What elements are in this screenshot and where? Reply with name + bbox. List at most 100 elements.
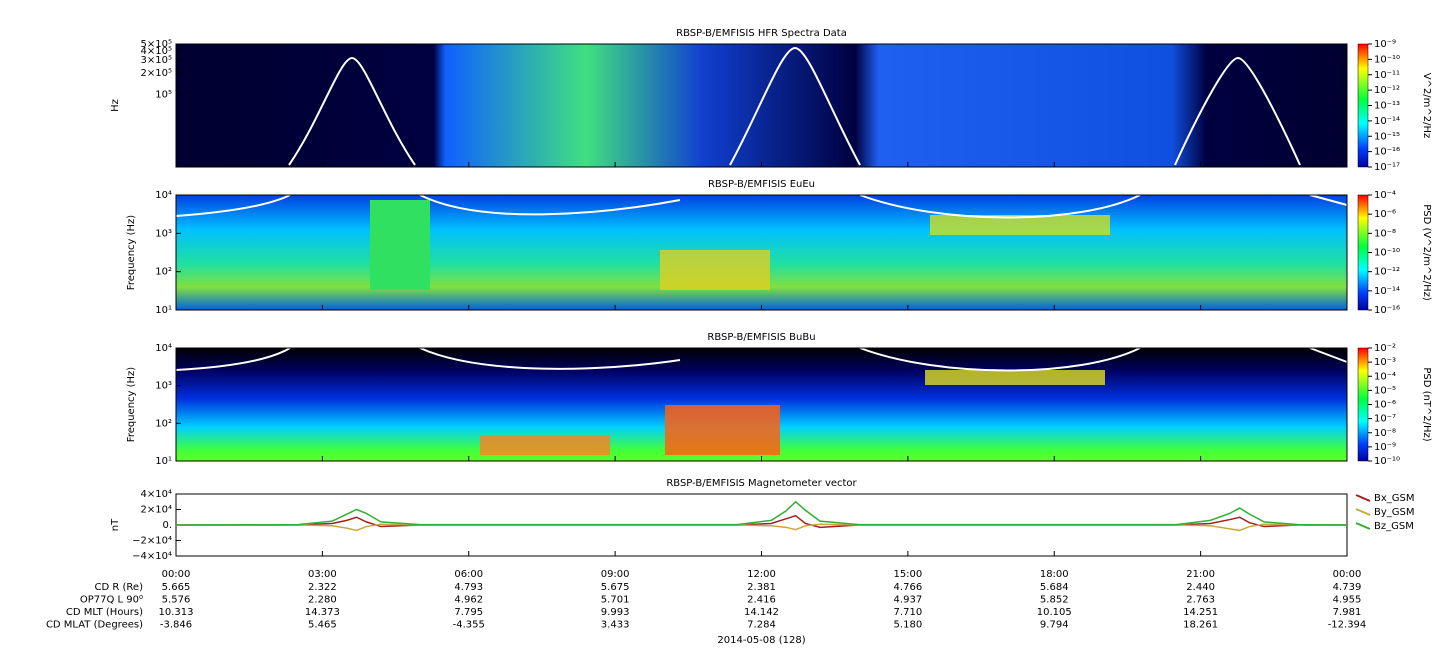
y-axis-label: nT: [110, 518, 121, 531]
colorbar: [1357, 43, 1369, 168]
colorbar-tick-label: 10⁻⁹: [1374, 39, 1396, 50]
panel-title: RBSP-B/EMFISIS Magnetometer vector: [666, 478, 857, 489]
legend-swatch: [1355, 508, 1371, 516]
y-tick-label: 3×10⁵: [141, 55, 172, 66]
ephemeris-value: 4.739: [1333, 582, 1362, 593]
ephemeris-value: 5.465: [308, 620, 337, 631]
ephemeris-value: 4.955: [1333, 595, 1362, 606]
ephemeris-value: 14.251: [1183, 607, 1218, 618]
ephemeris-value: 3.433: [601, 620, 630, 631]
y-tick-label: 4×10⁵: [141, 46, 172, 57]
ephemeris-value: 7.284: [747, 620, 776, 631]
colorbar-label: V^2/m^2/Hz: [1421, 73, 1432, 139]
ephemeris-value: 9.794: [1040, 620, 1069, 631]
panel-title: RBSP-B/EMFISIS HFR Spectra Data: [676, 28, 847, 39]
ephemeris-label: CD MLAT (Degrees): [46, 620, 143, 631]
ephemeris-value: -12.394: [1328, 620, 1367, 631]
y-tick-label: 10¹: [155, 305, 172, 316]
ephemeris-value: 2.280: [308, 595, 337, 606]
colorbar-tick-label: 10⁻¹⁴: [1374, 286, 1400, 297]
y-tick-label: 5×10⁵: [141, 39, 172, 50]
colorbar-tick-label: 10⁻⁴: [1374, 190, 1396, 201]
ephemeris-value: 7.795: [454, 607, 483, 618]
ephemeris-value: 2.381: [747, 582, 776, 593]
ephemeris-value: 5.576: [162, 595, 191, 606]
x-tick-label: 09:00: [601, 569, 630, 580]
colorbar-tick-label: 10⁻⁷: [1374, 414, 1396, 425]
panel-title: RBSP-B/EMFISIS BuBu: [707, 332, 815, 343]
legend-label: Bx_GSM: [1374, 493, 1415, 504]
series-line: [176, 514, 1347, 529]
ephemeris-value: 2.416: [747, 595, 776, 606]
colorbar-tick-label: 10⁻¹¹: [1374, 70, 1400, 81]
y-tick-label: 10⁵: [155, 90, 172, 101]
colorbar: [1357, 194, 1369, 311]
colorbar-tick-label: 10⁻⁵: [1374, 385, 1396, 396]
ephemeris-value: 2.763: [1186, 595, 1215, 606]
y-tick-label: 10³: [155, 228, 172, 239]
ephemeris-value: 5.684: [1040, 582, 1069, 593]
ephemeris-value: 4.793: [454, 582, 483, 593]
colorbar-tick-label: 10⁻¹⁴: [1374, 116, 1400, 127]
panel-title: RBSP-B/EMFISIS EuEu: [708, 179, 815, 190]
y-tick-label: 2×10⁵: [141, 68, 172, 79]
x-tick-label: 00:00: [162, 569, 191, 580]
ephemeris-value: 4.962: [454, 595, 483, 606]
x-tick-label: 21:00: [1186, 569, 1215, 580]
y-axis-label: Frequency (Hz): [126, 367, 137, 443]
series-line: [175, 500, 1348, 526]
colorbar-tick-label: 10⁻¹²: [1374, 85, 1400, 96]
colorbar-tick-label: 10⁻¹⁵: [1374, 131, 1400, 142]
colorbar-tick-label: 10⁻¹⁰: [1374, 54, 1400, 65]
x-axis-label: 2014-05-08 (128): [717, 635, 805, 646]
colorbar-tick-label: 10⁻⁹: [1374, 442, 1396, 453]
colorbar-tick-label: 10⁻¹²: [1374, 267, 1400, 278]
ephemeris-label: OP77Q L 90⁰: [80, 595, 143, 606]
y-axis-label: Hz: [110, 99, 121, 112]
y-tick-label: 10⁴: [155, 343, 172, 354]
colorbar-tick-label: 10⁻⁸: [1374, 428, 1396, 439]
colorbar-tick-label: 10⁻¹⁷: [1374, 162, 1400, 173]
colorbar-label: PSD (V^2/m^2/Hz): [1421, 204, 1432, 301]
colorbar-tick-label: 10⁻¹⁶: [1374, 305, 1400, 316]
ephemeris-value: 2.440: [1186, 582, 1215, 593]
colorbar-tick-label: 10⁻²: [1374, 343, 1396, 354]
x-tick-label: 00:00: [1333, 569, 1362, 580]
y-tick-label: 4×10⁴: [141, 489, 172, 500]
y-tick-label: −4×10⁴: [132, 551, 172, 562]
ephemeris-value: -4.355: [453, 620, 485, 631]
colorbar-tick-label: 10⁻³: [1374, 357, 1396, 368]
ephemeris-value: 5.180: [894, 620, 923, 631]
y-tick-label: 10²: [155, 418, 172, 429]
ephemeris-value: -3.846: [160, 620, 192, 631]
ephemeris-value: 18.261: [1183, 620, 1218, 631]
ephemeris-label: CD MLT (Hours): [66, 607, 143, 618]
colorbar-label: PSD (nT^2/Hz): [1421, 367, 1432, 441]
y-tick-label: 10³: [155, 381, 172, 392]
legend-label: By_GSM: [1374, 507, 1415, 518]
y-tick-label: −2×10⁴: [132, 536, 172, 547]
colorbar-tick-label: 10⁻¹³: [1374, 101, 1400, 112]
ephemeris-value: 9.993: [601, 607, 630, 618]
ephemeris-value: 4.766: [894, 582, 923, 593]
colorbar: [1357, 347, 1369, 462]
x-tick-label: 06:00: [454, 569, 483, 580]
y-tick-label: 2×10⁴: [141, 505, 172, 516]
ephemeris-value: 7.981: [1333, 607, 1362, 618]
y-tick-label: 10²: [155, 267, 172, 278]
legend-swatch: [1355, 522, 1371, 530]
ephemeris-value: 10.313: [159, 607, 194, 618]
ephemeris-label: CD R (Re): [95, 582, 144, 593]
x-tick-label: 18:00: [1040, 569, 1069, 580]
legend-swatch: [1355, 494, 1371, 502]
y-tick-label: 10¹: [155, 456, 172, 467]
colorbar-tick-label: 10⁻⁴: [1374, 371, 1396, 382]
y-tick-label: 0.: [162, 520, 172, 531]
y-axis-label: Frequency (Hz): [126, 215, 137, 291]
ephemeris-value: 7.710: [894, 607, 923, 618]
colorbar-tick-label: 10⁻¹⁶: [1374, 147, 1400, 158]
spectrogram-image: [175, 44, 1348, 461]
ephemeris-value: 14.373: [305, 607, 340, 618]
colorbar-tick-label: 10⁻⁶: [1374, 209, 1396, 220]
colorbar-tick-label: 10⁻¹⁰: [1374, 456, 1400, 467]
